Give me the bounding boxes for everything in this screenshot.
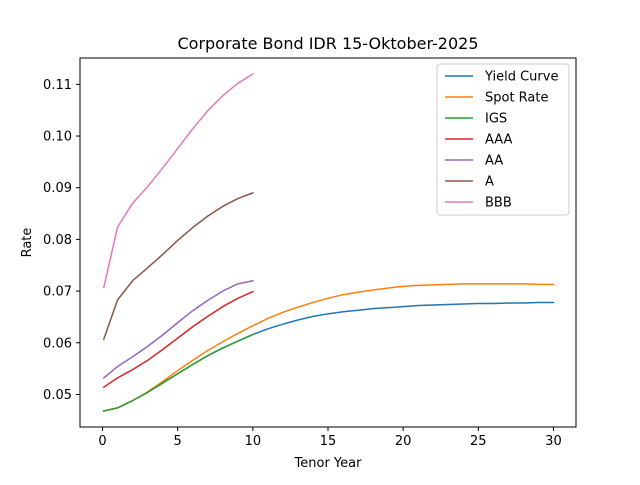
- y-tick-label-1: 0.06: [43, 336, 72, 351]
- legend-label-6: BBB: [485, 196, 512, 211]
- x-tick-label-5: 25: [470, 434, 487, 449]
- legend-label-1: Spot Rate: [485, 91, 549, 106]
- y-axis-label: Rate: [20, 228, 35, 258]
- legend-label-2: IGS: [485, 112, 507, 127]
- legend-label-0: Yield Curve: [484, 70, 558, 85]
- y-tick-label-4: 0.09: [43, 181, 72, 196]
- x-axis: 0 5 10 15 20 25 30: [98, 427, 562, 449]
- y-tick-label-3: 0.08: [43, 233, 72, 248]
- series-line-5: [102, 191, 254, 341]
- series-line-1: [102, 283, 555, 412]
- y-tick-label-6: 0.11: [43, 78, 72, 93]
- series-layer: [102, 72, 555, 412]
- series-line-2: [102, 333, 254, 412]
- x-axis-label: Tenor Year: [294, 456, 363, 471]
- x-tick-label-1: 5: [174, 434, 182, 449]
- x-tick-label-3: 15: [320, 434, 337, 449]
- legend-label-4: AA: [485, 154, 503, 169]
- y-tick-label-5: 0.10: [43, 130, 72, 145]
- x-tick-label-2: 10: [245, 434, 262, 449]
- x-tick-label-4: 20: [395, 434, 412, 449]
- series-line-6: [102, 72, 254, 289]
- x-tick-label-6: 30: [545, 434, 562, 449]
- chart-title: Corporate Bond IDR 15-Oktober-2025: [177, 34, 478, 53]
- series-line-3: [102, 290, 254, 389]
- y-axis: 0.05 0.06 0.07 0.08 0.09 0.10 0.11: [43, 78, 80, 403]
- legend-box: [436, 63, 570, 216]
- y-tick-label-0: 0.05: [43, 388, 72, 403]
- legend-label-5: A: [485, 175, 494, 190]
- y-tick-label-2: 0.07: [43, 285, 72, 300]
- legend-label-3: AAA: [485, 133, 513, 148]
- series-line-4: [102, 279, 254, 379]
- x-tick-label-0: 0: [98, 434, 106, 449]
